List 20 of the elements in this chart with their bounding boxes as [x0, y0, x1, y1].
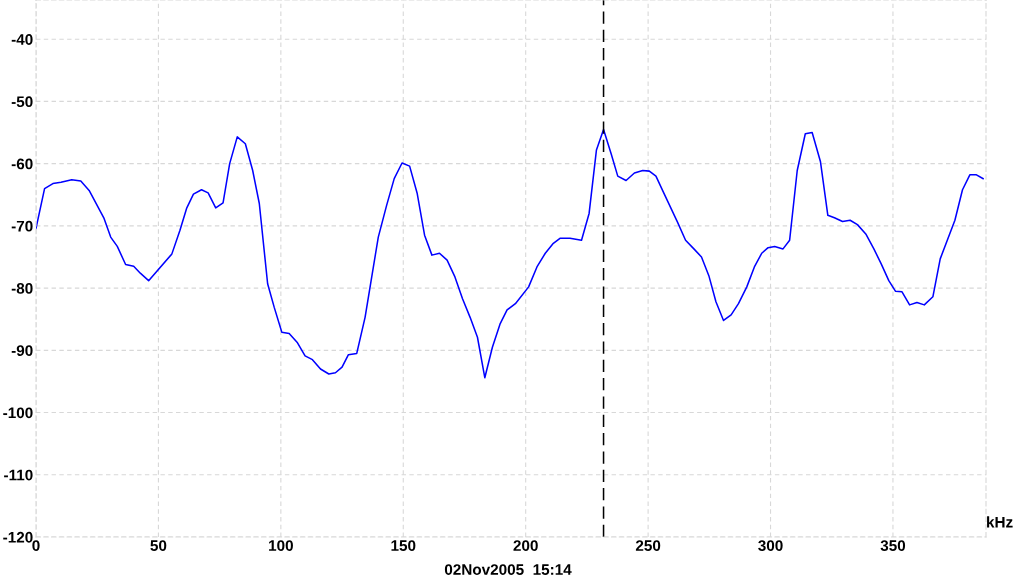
- x-tick-label: 200: [513, 540, 538, 551]
- y-tick-label: -90: [11, 345, 33, 357]
- y-tick-label: -120: [3, 531, 33, 543]
- y-tick-label: -60: [11, 158, 33, 170]
- x-tick-label: 250: [635, 540, 661, 551]
- x-tick-label: 350: [880, 540, 906, 552]
- x-tick-label: 300: [758, 540, 783, 552]
- x-tick-label: 0: [32, 540, 40, 551]
- x-axis-title: kHz: [987, 516, 1013, 528]
- y-tick-label: -40: [11, 34, 33, 45]
- x-tick-label: 100: [269, 540, 293, 551]
- y-tick-label: -100: [3, 407, 33, 419]
- y-tick-label: -50: [11, 96, 33, 108]
- x-tick-label: 50: [150, 540, 167, 551]
- y-tick-label: -80: [11, 282, 33, 294]
- y-tick-label: -70: [11, 220, 33, 232]
- line-series: [36, 128, 984, 379]
- x-tick-label: 150: [391, 540, 416, 551]
- text: 02Nov2005 15:14: [444, 564, 572, 575]
- y-tick-label: -110: [4, 469, 33, 481]
